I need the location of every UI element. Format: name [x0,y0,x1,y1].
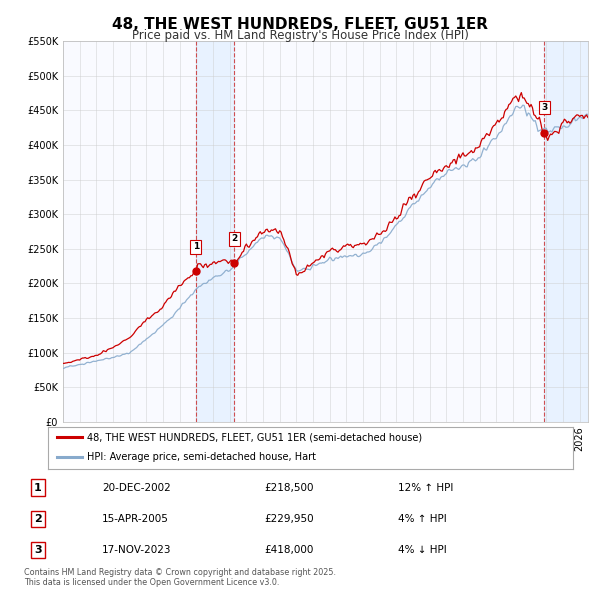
Text: 1: 1 [193,242,199,251]
Text: 3: 3 [34,545,42,555]
Bar [196,41,235,422]
Text: 2: 2 [232,234,238,243]
Text: £418,000: £418,000 [264,545,313,555]
Text: 17-NOV-2023: 17-NOV-2023 [102,545,172,555]
Text: 3: 3 [541,103,547,112]
Text: 48, THE WEST HUNDREDS, FLEET, GU51 1ER: 48, THE WEST HUNDREDS, FLEET, GU51 1ER [112,17,488,31]
Text: £229,950: £229,950 [264,514,314,524]
Text: 4% ↓ HPI: 4% ↓ HPI [398,545,446,555]
Text: 15-APR-2005: 15-APR-2005 [102,514,169,524]
Bar [544,41,588,422]
Text: HPI: Average price, semi-detached house, Hart: HPI: Average price, semi-detached house,… [88,452,316,462]
Text: 48, THE WEST HUNDREDS, FLEET, GU51 1ER (semi-detached house): 48, THE WEST HUNDREDS, FLEET, GU51 1ER (… [88,432,422,442]
Text: 12% ↑ HPI: 12% ↑ HPI [398,483,453,493]
Text: £218,500: £218,500 [264,483,313,493]
Text: 1: 1 [34,483,42,493]
Text: 2: 2 [34,514,42,524]
Text: 4% ↑ HPI: 4% ↑ HPI [398,514,446,524]
Text: 20-DEC-2002: 20-DEC-2002 [102,483,171,493]
Text: Price paid vs. HM Land Registry's House Price Index (HPI): Price paid vs. HM Land Registry's House … [131,30,469,42]
Text: Contains HM Land Registry data © Crown copyright and database right 2025.
This d: Contains HM Land Registry data © Crown c… [24,568,336,587]
